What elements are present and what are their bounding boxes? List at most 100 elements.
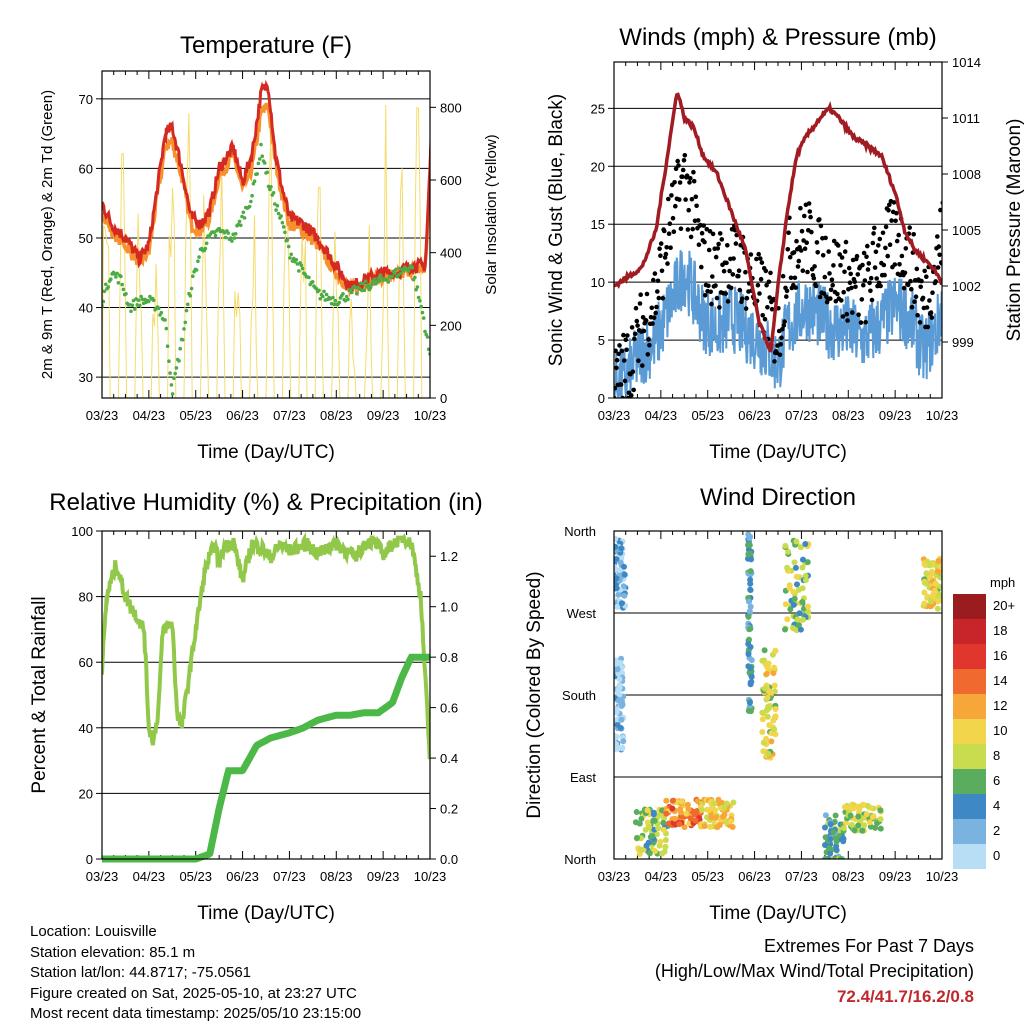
gust-point — [743, 306, 749, 311]
direction-point — [771, 726, 778, 733]
direction-point — [616, 691, 623, 698]
gust-point — [907, 225, 912, 230]
y2-tick-label: 400 — [440, 246, 462, 261]
gust-point — [883, 245, 888, 251]
direction-point — [761, 647, 768, 654]
direction-point — [669, 805, 676, 812]
gust-point — [878, 283, 883, 289]
direction-point — [805, 608, 812, 615]
direction-point — [832, 835, 839, 842]
gust-point — [831, 263, 836, 268]
x-axis-label: Time (Day/UTC) — [197, 442, 335, 463]
gust-point — [702, 239, 707, 245]
dewpoint-point — [255, 172, 259, 176]
y2-tick-label: 1002 — [952, 279, 981, 294]
x-tick-label: 08/23 — [320, 869, 353, 884]
temp-2m-line — [102, 79, 430, 295]
dewpoint-point — [130, 303, 135, 308]
dewpoint-point — [423, 329, 427, 334]
direction-point — [827, 850, 834, 857]
direction-point — [772, 713, 779, 720]
gust-point — [887, 242, 893, 247]
gust-point — [669, 193, 674, 198]
direction-point — [759, 657, 766, 664]
direction-point — [797, 626, 804, 633]
gust-point — [826, 249, 831, 254]
y-tick-label: South — [562, 688, 596, 703]
gust-point — [748, 252, 754, 257]
gust-point — [892, 262, 898, 267]
dewpoint-point — [275, 203, 280, 208]
gust-point — [736, 273, 741, 279]
gust-point — [924, 305, 930, 310]
direction-point — [644, 807, 651, 814]
gust-point — [799, 228, 805, 234]
gust-point — [927, 298, 932, 303]
gust-point — [844, 311, 850, 317]
direction-point — [746, 608, 753, 615]
gust-point — [755, 282, 761, 288]
y2-tick-label: 1.0 — [440, 600, 458, 615]
solar-line — [102, 104, 430, 398]
y-axis-label: 2m & 9m T (Red, Orange) & 2m Td (Green) — [39, 90, 56, 379]
gust-point — [737, 287, 743, 293]
direction-point — [787, 606, 794, 613]
direction-point — [727, 818, 734, 825]
gust-point — [765, 305, 770, 310]
direction-point — [621, 592, 628, 599]
direction-point — [772, 648, 779, 654]
direction-point — [926, 562, 933, 569]
gust-point — [860, 262, 865, 268]
gust-point — [842, 249, 848, 254]
gust-point — [887, 202, 892, 208]
gust-point — [614, 365, 619, 371]
direction-point — [764, 694, 771, 701]
direction-point — [932, 580, 939, 587]
colorbar-label: 12 — [993, 698, 1007, 713]
direction-point — [745, 598, 752, 605]
gust-point — [935, 265, 941, 270]
x-tick-label: 03/23 — [598, 869, 631, 884]
gust-point — [758, 276, 764, 282]
gust-point — [713, 283, 718, 288]
dewpoint-point — [322, 289, 326, 294]
gust-point — [881, 262, 887, 268]
gust-point — [677, 197, 682, 202]
gust-point — [874, 276, 879, 281]
direction-point — [843, 819, 849, 826]
dewpoint-point — [386, 280, 391, 284]
dewpoint-point — [300, 266, 305, 271]
gust-point — [721, 268, 727, 274]
direction-point — [791, 559, 798, 566]
direction-point — [767, 689, 774, 696]
direction-point — [618, 600, 625, 607]
gust-point — [864, 254, 869, 260]
gust-point — [940, 200, 942, 205]
gust-point — [649, 305, 655, 311]
direction-point — [671, 815, 678, 822]
location-text: Location: Louisville — [30, 923, 157, 940]
dewpoint-point — [102, 289, 107, 294]
direction-point — [747, 708, 754, 715]
direction-point — [938, 597, 942, 604]
gust-point — [852, 279, 857, 285]
y-tick-label: 80 — [79, 590, 93, 605]
dewpoint-point — [102, 299, 106, 304]
direction-point — [614, 733, 620, 740]
gust-point — [793, 285, 798, 290]
direction-point — [652, 848, 659, 855]
x-tick-label: 04/23 — [133, 869, 166, 884]
gust-point — [632, 331, 638, 337]
direction-point — [614, 563, 618, 570]
gust-point — [880, 230, 886, 236]
dewpoint-point — [317, 288, 321, 293]
y2-tick-label: 1014 — [952, 55, 981, 70]
gust-point — [822, 274, 828, 280]
dewpoint-point — [174, 366, 179, 370]
gust-point — [835, 291, 840, 297]
dewpoint-point — [279, 214, 283, 218]
x-tick-label: 07/23 — [273, 408, 306, 423]
gust-point — [623, 337, 629, 343]
direction-point — [614, 593, 616, 599]
gust-point — [728, 285, 734, 291]
